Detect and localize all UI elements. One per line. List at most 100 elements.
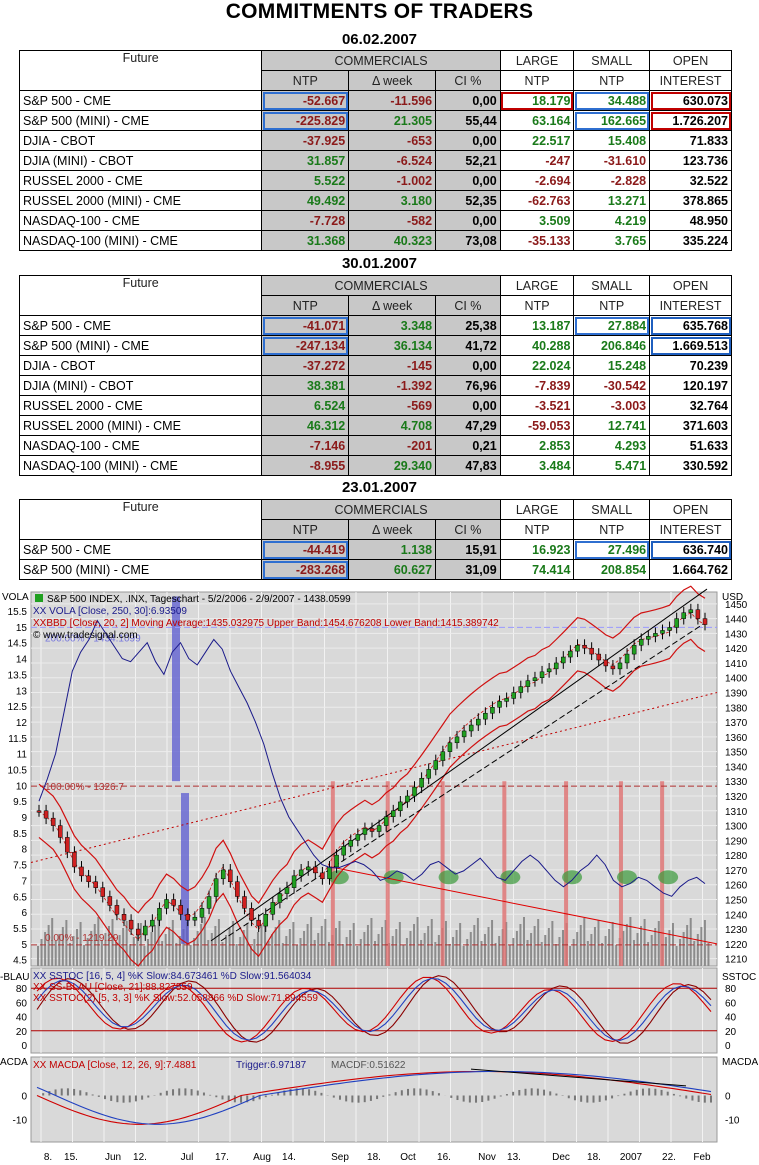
price-candle: [483, 712, 488, 720]
x-axis-label: 17.: [215, 1152, 229, 1163]
stoc-right-tick: 40: [725, 1013, 737, 1024]
header-small: SMALL: [573, 499, 651, 520]
macd-histogram-bar: [66, 1088, 69, 1096]
right-tick-label: 1210: [725, 955, 748, 966]
x-axis-label: Sep: [331, 1152, 349, 1163]
volume-bar: [249, 946, 252, 966]
price-candle: [461, 730, 467, 738]
header-commercials: COMMERCIALS: [261, 499, 501, 520]
macd-histogram-bar: [264, 1095, 267, 1098]
header-open: OPEN: [649, 50, 732, 71]
volume-bar: [217, 919, 220, 966]
volume-bar: [508, 945, 511, 966]
volume-bar: [533, 926, 536, 966]
table-date: 06.02.2007: [341, 31, 418, 48]
right-tick-label: 1450: [725, 600, 748, 611]
volume-bar: [664, 937, 667, 966]
price-candle: [383, 816, 389, 826]
volume-bar: [395, 929, 398, 966]
row-ntp: -37.272: [261, 355, 350, 376]
volume-bar: [324, 919, 327, 966]
header-interest: INTEREST: [649, 519, 732, 540]
stoc-left-tick: 0: [21, 1041, 27, 1052]
row-small: 208.854: [573, 559, 651, 580]
macd-trigger-label: Trigger:6.97187: [236, 1060, 307, 1071]
left-tick-label: 10: [16, 781, 28, 792]
volume-bar: [707, 943, 710, 966]
macd-histogram-bar: [549, 1091, 552, 1096]
row-large: 16.923: [499, 539, 575, 560]
volume-bar: [398, 922, 401, 966]
volume-bar: [334, 928, 337, 966]
volume-bar: [260, 925, 263, 966]
row-dweek: -1.392: [348, 375, 437, 396]
x-axis-label: 13.: [507, 1152, 521, 1163]
row-small: 15.248: [573, 355, 651, 376]
volume-bar: [537, 919, 540, 966]
row-dweek: -569: [348, 395, 437, 416]
x-axis-label: Nov: [478, 1152, 496, 1163]
row-dweek: 3.348: [348, 315, 437, 336]
price-candle: [199, 908, 205, 918]
volume-bar: [381, 927, 384, 966]
macd-histogram-bar: [648, 1088, 651, 1096]
right-tick-label: 1320: [725, 792, 748, 803]
price-candle: [646, 636, 651, 640]
stoc-legend: XX SSTOC [16, 5, 4] %K Slow:84.673461 %D…: [33, 971, 312, 982]
macd-histogram-bar: [543, 1089, 546, 1096]
volume-bar: [647, 942, 650, 966]
macd-histogram-bar: [598, 1095, 601, 1102]
price-candle: [313, 866, 318, 874]
legend-swatch: [35, 594, 43, 602]
row-open-interest: 636.740: [649, 539, 732, 560]
volume-bar: [657, 921, 660, 966]
price-candle: [128, 919, 134, 930]
macd-histogram-bar: [332, 1095, 335, 1098]
price-candle: [631, 644, 637, 655]
macd-histogram-bar: [134, 1095, 137, 1102]
row-dweek: 3.180: [348, 190, 437, 211]
volume-bar: [359, 939, 362, 966]
row-dweek: -6.524: [348, 150, 437, 171]
row-ntp: -8.955: [261, 455, 350, 476]
macd-histogram-bar: [215, 1095, 218, 1098]
macd-histogram-bar: [178, 1088, 181, 1096]
macd-histogram-bar: [233, 1095, 236, 1103]
price-candle: [532, 677, 538, 681]
right-tick-label: 1270: [725, 866, 748, 877]
row-large: -62.763: [499, 190, 575, 211]
macd-histogram-bar: [567, 1095, 570, 1099]
price-candle: [157, 908, 162, 921]
volume-bar: [700, 927, 703, 966]
row-open-interest: 330.592: [649, 455, 732, 476]
x-axis-label: Aug: [253, 1152, 271, 1163]
macd-trigger-line: [36, 1070, 712, 1125]
right-tick-label: 1350: [725, 748, 748, 759]
volume-bar: [391, 936, 394, 966]
row-name: RUSSEL 2000 (MINI) - CME: [18, 190, 263, 211]
price-candle: [277, 893, 283, 903]
row-open-interest: 48.950: [649, 210, 732, 231]
volume-bar: [686, 925, 689, 966]
legend-copyright: © www.tradesignal.com: [33, 630, 138, 641]
row-open-interest: 1.669.513: [649, 335, 732, 356]
macd-histogram-bar: [437, 1093, 440, 1096]
x-axis-label: 12.: [133, 1152, 147, 1163]
volume-bar: [178, 936, 181, 966]
row-large: -2.694: [499, 170, 575, 191]
row-dweek: 40.323: [348, 230, 437, 251]
volume-bar: [593, 927, 596, 966]
price-candle: [376, 825, 382, 832]
price-candle: [206, 896, 212, 909]
volume-bar: [494, 943, 497, 966]
macd-histogram-bar: [505, 1094, 508, 1096]
macd-histogram-bar: [512, 1091, 515, 1096]
volume-bar: [654, 928, 657, 966]
blue-bar: [181, 793, 189, 944]
row-ntp: 49.492: [261, 190, 350, 211]
volume-bar: [189, 945, 192, 966]
macd-histogram-bar: [128, 1095, 131, 1103]
price-candle: [284, 887, 290, 894]
volume-bar: [303, 931, 306, 966]
price-candle: [610, 665, 616, 670]
